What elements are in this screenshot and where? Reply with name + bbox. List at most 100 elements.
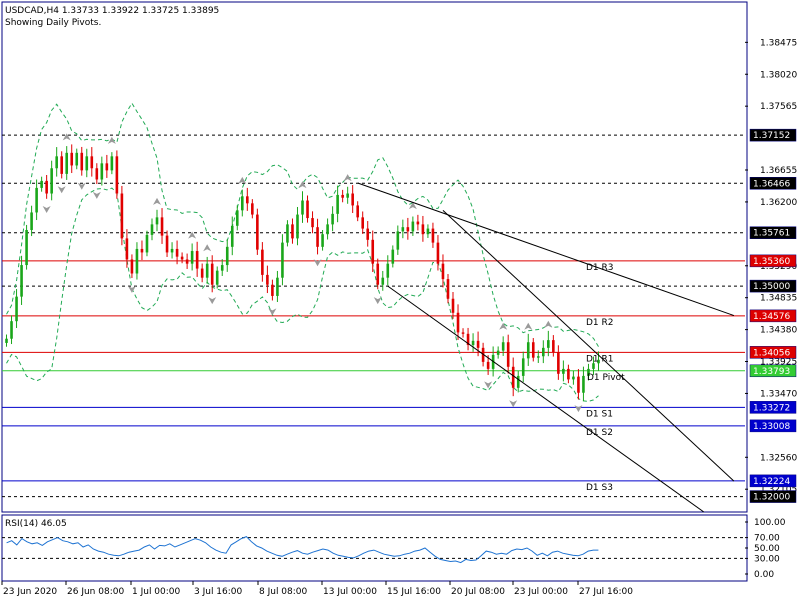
fractal-up-icon bbox=[107, 136, 116, 144]
rsi-tick-label: 0.00 bbox=[754, 570, 774, 580]
level-price-tag: 1.32000 bbox=[753, 493, 790, 503]
candle-up bbox=[276, 277, 279, 296]
candle-down bbox=[105, 163, 109, 171]
candle-down bbox=[115, 156, 119, 194]
candle-up bbox=[321, 234, 324, 247]
candle-down bbox=[185, 259, 189, 264]
candlestick-series bbox=[5, 144, 600, 402]
candle-up bbox=[40, 180, 43, 188]
chart-title: USDCAD,H4 1.33733 1.33922 1.33725 1.3389… bbox=[5, 6, 219, 16]
price-tick-label: 1.36655 bbox=[760, 166, 797, 176]
candle-down bbox=[431, 228, 435, 243]
fractal-up-icon bbox=[298, 181, 307, 189]
level-price-tag: 1.35761 bbox=[753, 229, 790, 239]
candle-up bbox=[25, 229, 28, 266]
pivot-price-tag: 1.35360 bbox=[753, 257, 790, 267]
candle-down bbox=[481, 347, 485, 362]
fractal-down-icon bbox=[208, 297, 217, 305]
candle-up bbox=[220, 265, 224, 271]
candle-up bbox=[230, 225, 234, 247]
candle-up bbox=[65, 152, 69, 174]
candle-down bbox=[441, 263, 445, 280]
candle-up bbox=[235, 210, 239, 226]
time-tick-label: 20 Jul 08:00 bbox=[451, 587, 505, 597]
fractal-down-icon bbox=[509, 400, 518, 408]
candle-up bbox=[215, 270, 219, 285]
trendline[interactable] bbox=[387, 285, 705, 513]
candle-up bbox=[562, 368, 565, 374]
pivot-price-tag: 1.34576 bbox=[753, 312, 790, 322]
candle-down bbox=[200, 268, 204, 278]
price-tick-label: 1.32105 bbox=[760, 485, 797, 495]
pivot-price-tag: 1.34056 bbox=[753, 348, 790, 358]
pivot-labels: D1 R3 D1 R2 D1 R1 D1 Pivot D1 S1 D1 S2 D1 S3 bbox=[586, 263, 625, 493]
candle-up bbox=[15, 296, 18, 322]
price-tick-label: 1.38020 bbox=[760, 70, 797, 80]
candle-up bbox=[20, 265, 23, 297]
price-tick-label: 1.34835 bbox=[760, 294, 797, 304]
candle-up bbox=[572, 376, 575, 380]
candle-up bbox=[301, 200, 304, 215]
candle-down bbox=[160, 217, 164, 236]
candle-up bbox=[331, 213, 334, 225]
price-tick-label: 1.38475 bbox=[760, 38, 797, 48]
candle-down bbox=[361, 217, 365, 229]
pivot-price-tag: 1.32224 bbox=[753, 477, 790, 487]
fractal-up-icon bbox=[544, 320, 553, 328]
fractal-down-icon bbox=[77, 182, 86, 190]
rsi-tick-label: 30.00 bbox=[754, 554, 780, 564]
pivot-label: D1 R1 bbox=[586, 354, 614, 364]
candle-up bbox=[587, 368, 590, 376]
candle-up bbox=[281, 242, 284, 278]
candle-down bbox=[371, 239, 375, 264]
candle-up bbox=[597, 359, 600, 364]
price-axis[interactable]: 1.384751.380201.375651.366551.362001.352… bbox=[745, 38, 797, 503]
fractal-up-icon bbox=[153, 197, 162, 205]
level-lines bbox=[2, 134, 745, 498]
candle-up bbox=[542, 347, 545, 357]
candle-up bbox=[526, 342, 530, 359]
candle-down bbox=[140, 248, 144, 253]
time-tick-label: 23 Jun 2020 bbox=[3, 587, 57, 597]
candle-down bbox=[511, 366, 515, 388]
candle-down bbox=[341, 194, 344, 198]
fractal-down-icon bbox=[313, 259, 322, 267]
level-price-tag-bg bbox=[749, 226, 797, 239]
candle-up bbox=[296, 214, 299, 239]
trendline[interactable] bbox=[442, 209, 735, 482]
candle-down bbox=[261, 249, 264, 275]
level-price-tag: 1.36466 bbox=[753, 179, 790, 189]
trendline[interactable] bbox=[357, 182, 735, 317]
candle-down bbox=[421, 224, 425, 235]
time-axis[interactable]: 23 Jun 2020 26 Jun 08:00 1 Jul 00:00 3 Jul … bbox=[1, 581, 633, 597]
time-tick-label: 27 Jul 16:00 bbox=[579, 587, 633, 597]
fractal-down-icon bbox=[574, 405, 583, 413]
chart-subtitle: Showing Daily Pivots. bbox=[5, 18, 101, 28]
candle-down bbox=[416, 221, 420, 225]
candle-up bbox=[110, 156, 114, 171]
candle-down bbox=[446, 279, 450, 299]
candle-down bbox=[271, 284, 274, 296]
time-tick-label: 3 Jul 16:00 bbox=[194, 587, 243, 597]
time-tick-label: 1 Jul 00:00 bbox=[132, 587, 181, 597]
fractal-down-icon bbox=[484, 381, 493, 389]
price-tick-label: 1.33470 bbox=[760, 389, 797, 399]
time-tick-label: 13 Jul 00:00 bbox=[323, 587, 377, 597]
candle-up bbox=[582, 375, 585, 393]
candle-up bbox=[170, 248, 174, 253]
candle-down bbox=[461, 332, 465, 334]
rsi-tick-label: 100.00 bbox=[754, 518, 786, 528]
candle-down bbox=[246, 196, 249, 204]
time-tick-label: 26 Jun 08:00 bbox=[67, 587, 124, 597]
time-tick-label: 23 Jul 00:00 bbox=[514, 587, 568, 597]
candle-down bbox=[80, 152, 84, 171]
fractal-up-icon bbox=[408, 202, 417, 210]
candle-down bbox=[436, 242, 440, 264]
rsi-tick-label: 50.00 bbox=[754, 544, 780, 554]
candle-up bbox=[346, 193, 349, 198]
candle-up bbox=[471, 340, 475, 346]
fractal-up-icon bbox=[238, 176, 247, 184]
candle-up bbox=[240, 196, 244, 211]
trendlines[interactable] bbox=[357, 182, 735, 513]
